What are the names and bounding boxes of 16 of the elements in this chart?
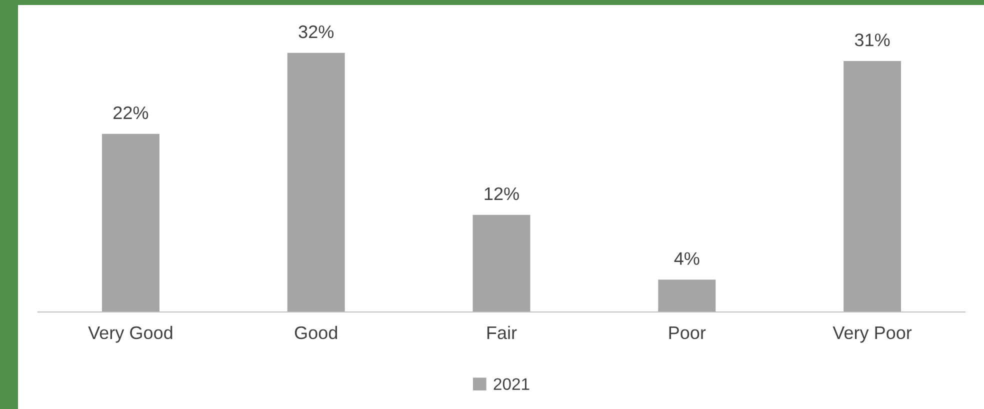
bar	[287, 52, 345, 312]
legend-label: 2021	[494, 378, 530, 390]
data-label: 22%	[114, 106, 148, 120]
data-label: 31%	[854, 34, 890, 46]
bar	[658, 280, 716, 312]
x-tick-label: Good	[294, 326, 338, 340]
x-tick-label: Poor	[669, 326, 706, 340]
bar	[844, 60, 902, 312]
data-label: 32%	[298, 25, 334, 38]
data-label: 12%	[484, 187, 519, 200]
x-tick-label: Fair	[487, 326, 517, 340]
bar	[472, 214, 530, 312]
data-label: 4%	[674, 252, 700, 265]
bar	[102, 134, 160, 312]
x-tick-label: Very Poor	[832, 326, 912, 343]
x-tick-label: Very Good	[88, 326, 172, 343]
